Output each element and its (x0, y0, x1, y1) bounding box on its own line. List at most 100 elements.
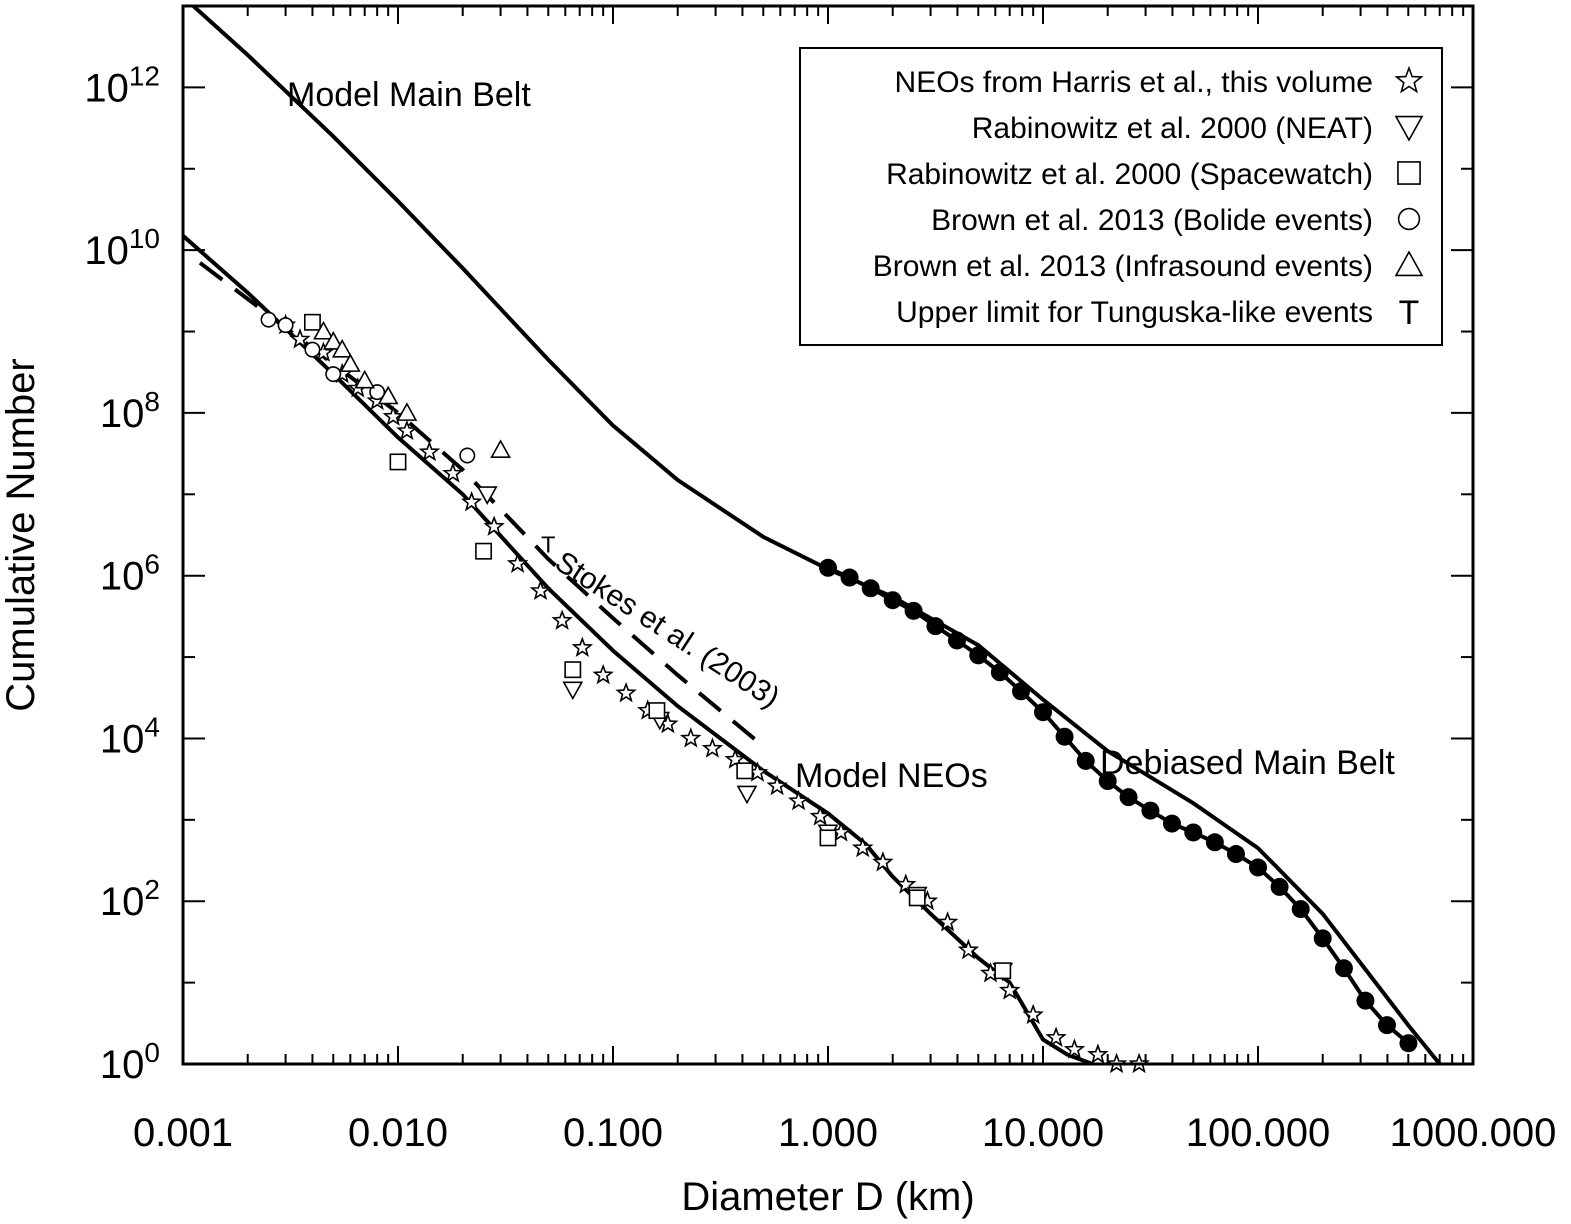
x-tick-label: 0.010 (348, 1111, 448, 1155)
x-tick-label: 10.000 (982, 1111, 1104, 1155)
filled-circle-marker (904, 601, 923, 620)
star-marker (418, 440, 441, 462)
filled-circle-marker (861, 579, 880, 598)
filled-circle-marker (1141, 801, 1160, 820)
filled-circle-marker (1184, 823, 1203, 842)
star-marker (724, 748, 746, 769)
star-marker (809, 805, 831, 826)
filled-circle-marker (1011, 682, 1030, 701)
x-tick-label: 100.000 (1186, 1111, 1331, 1155)
legend-entries: NEOs from Harris et al., this volume Rabi… (873, 65, 1424, 332)
star-marker (1394, 65, 1424, 94)
star-marker (551, 609, 573, 630)
star-marker (1045, 1026, 1067, 1047)
series-line (198, 261, 765, 748)
filled-circle-marker (1270, 877, 1289, 896)
y-tick-label: 1010 (84, 223, 160, 273)
star-marker (460, 490, 483, 512)
triangle-down-marker (736, 785, 758, 805)
star-marker (851, 836, 874, 858)
filled-circle-marker (1356, 991, 1375, 1010)
filled-circle-marker (1076, 751, 1095, 770)
filled-circle-marker (1226, 845, 1245, 864)
annotation-model-neos: Model NEOs (795, 757, 988, 795)
star-marker (592, 663, 614, 685)
star-marker (701, 737, 724, 758)
square-marker (303, 313, 321, 331)
filled-circle-marker (1399, 1034, 1418, 1053)
triangle-up-marker (331, 338, 353, 358)
star-marker (957, 938, 980, 960)
series-line (827, 565, 1410, 1045)
y-tick-label: 102 (100, 874, 160, 924)
circle-marker (304, 341, 321, 358)
y-tick-label: 1012 (84, 60, 160, 110)
filled-circle-marker (990, 663, 1009, 682)
y-axis-ticks: 100 102 104 106 108 1010 1012 (84, 5, 1473, 1087)
star-marker (787, 789, 810, 811)
star-marker (872, 851, 894, 872)
x-tick-label: 1000.000 (1390, 1111, 1557, 1155)
triangle-up-marker (377, 385, 399, 405)
square-marker (819, 829, 837, 847)
star-marker (936, 911, 959, 932)
x-axis-ticks: 0.001 0.010 0.100 1.000 10.000 100.000 1000.00… (133, 6, 1556, 1155)
filled-circle-marker (947, 631, 966, 650)
square-marker (648, 702, 666, 720)
star-marker (998, 979, 1021, 1000)
star-marker (571, 636, 594, 657)
star-marker (766, 774, 788, 796)
square-marker (1397, 161, 1421, 185)
circle-marker (260, 311, 277, 328)
x-tick-label: 0.100 (563, 1111, 663, 1155)
triangle-up-marker (322, 331, 344, 350)
filled-circle-marker (1377, 1016, 1396, 1035)
square-marker (994, 962, 1012, 980)
star-marker (529, 579, 552, 601)
square-marker (908, 889, 926, 907)
filled-circle-marker (1291, 900, 1310, 919)
star-marker (680, 727, 702, 748)
filled-circle-marker (926, 617, 945, 636)
annotation-debiased-main-belt: Debiased Main Belt (1100, 744, 1395, 782)
square-marker (389, 453, 407, 471)
y-axis-title: Cumulative Number (0, 358, 43, 711)
t-marker: T (1399, 294, 1420, 332)
star-marker (1063, 1038, 1086, 1059)
legend-label: NEOs from Harris et al., this volume (895, 66, 1373, 99)
filled-circle-marker (1098, 772, 1117, 791)
filled-circle-marker (819, 558, 837, 577)
filled-circle-marker (1119, 788, 1138, 807)
filled-circle-marker (969, 646, 988, 665)
filled-circle-marker (1334, 959, 1353, 978)
star-marker (1022, 1003, 1044, 1025)
circle-marker (369, 384, 386, 401)
x-tick-label: 0.001 (133, 1111, 233, 1155)
filled-circle-marker (883, 591, 902, 610)
triangle-up-marker (1394, 250, 1424, 277)
y-tick-label: 106 (100, 549, 160, 599)
filled-circle-marker (1205, 833, 1224, 852)
series-line (183, 234, 1094, 1064)
triangle-down-marker (1394, 115, 1424, 142)
star-marker (483, 515, 505, 536)
y-tick-label: 104 (100, 711, 160, 761)
filled-circle-marker (1162, 814, 1181, 833)
triangle-up-marker (354, 369, 376, 389)
star-marker (1087, 1043, 1109, 1064)
star-marker (289, 328, 311, 349)
plot-markers: T (260, 311, 1418, 1074)
legend-label: Upper limit for Tunguska-like events (896, 296, 1373, 329)
filled-circle-marker (1249, 858, 1267, 877)
legend-label: Brown et al. 2013 (Infrasound events) (873, 250, 1373, 283)
x-tick-label: 1.000 (778, 1111, 878, 1155)
star-marker (506, 552, 529, 573)
annotation-model-main-belt: Model Main Belt (287, 76, 531, 114)
triangle-down-marker (562, 681, 584, 701)
filled-circle-marker (1055, 727, 1074, 746)
filled-circle-marker (1313, 929, 1332, 948)
star-marker (615, 681, 637, 703)
square-marker (564, 661, 582, 679)
filled-circle-marker (1034, 703, 1052, 722)
